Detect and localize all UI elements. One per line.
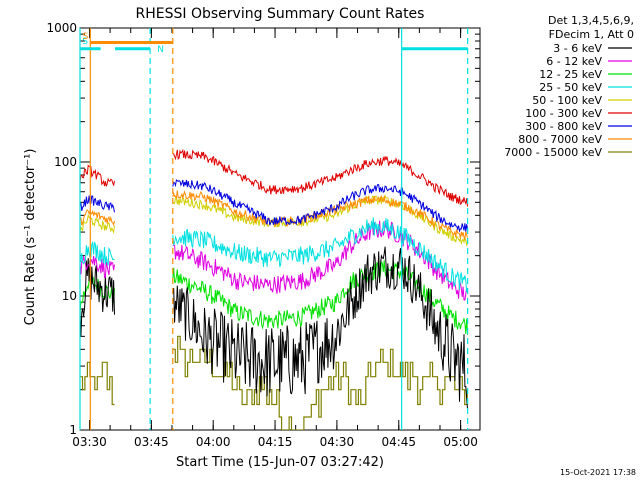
flag-label-2: S bbox=[83, 32, 89, 42]
series-group bbox=[80, 148, 469, 430]
legend-label-4: 25 - 50 keV bbox=[539, 81, 602, 94]
legend-label-2: 6 - 12 keV bbox=[546, 55, 602, 68]
series-line-6-segment-2 bbox=[172, 148, 469, 207]
series-line-2-segment-1 bbox=[80, 255, 115, 279]
legend-label-6: 100 - 300 keV bbox=[525, 107, 602, 120]
legend-header-line-2: FDecim 1, Att 0 bbox=[549, 28, 634, 41]
y-tick-label: 1000 bbox=[46, 21, 77, 35]
legend-label-1: 3 - 6 keV bbox=[553, 42, 602, 55]
series-line-8-segment-2 bbox=[172, 190, 469, 241]
series-line-7-segment-1 bbox=[80, 195, 115, 213]
legend-label-3: 12 - 25 keV bbox=[539, 68, 602, 81]
series-line-1-segment-1 bbox=[80, 258, 115, 337]
x-axis-label: Start Time (15-Jun-07 03:27:42) bbox=[176, 455, 384, 470]
x-tick-label: 03:45 bbox=[134, 435, 169, 449]
x-tick-label: 04:30 bbox=[320, 435, 355, 449]
x-tick-label: 03:30 bbox=[72, 435, 107, 449]
y-tick-label: 10 bbox=[62, 289, 77, 303]
series-line-1-segment-2 bbox=[172, 246, 469, 411]
chart-title: RHESSI Observing Summary Count Rates bbox=[136, 6, 425, 22]
series-line-2-segment-2 bbox=[172, 220, 469, 301]
series-line-7-segment-2 bbox=[172, 179, 469, 233]
legend-header-line-1: Det 1,3,4,5,6,9, bbox=[548, 14, 634, 27]
x-tick-label: 04:15 bbox=[258, 435, 293, 449]
y-tick-label: 100 bbox=[54, 155, 77, 169]
plot-area: 1 10 100 1000 03:30 03:45 04:00 04:15 04:30 04:45… bbox=[46, 21, 481, 449]
legend: Det 1,3,4,5,6,9, FDecim 1, Att 0 3 - 6 k… bbox=[504, 14, 634, 159]
legend-label-5: 50 - 100 keV bbox=[532, 94, 602, 107]
series-line-8-segment-1 bbox=[80, 209, 115, 227]
x-tick-label: 04:00 bbox=[196, 435, 231, 449]
timestamp: 15-Oct-2021 17:38 bbox=[560, 468, 636, 477]
series-line-6-segment-1 bbox=[80, 164, 115, 187]
series-line-3-segment-2 bbox=[172, 260, 469, 335]
flag-label-1: S bbox=[82, 37, 88, 47]
series-line-5-segment-1 bbox=[80, 213, 115, 235]
x-tick-label: 05:00 bbox=[443, 435, 478, 449]
flag-label-3: N bbox=[157, 45, 164, 55]
legend-label-9: 7000 - 15000 keV bbox=[504, 146, 602, 159]
x-tick-label: 04:45 bbox=[381, 435, 416, 449]
series-line-4-segment-2 bbox=[172, 217, 469, 293]
y-axis-label: Count Rate (s⁻¹ detector⁻¹) bbox=[23, 149, 38, 326]
y-tick-label: 1 bbox=[69, 423, 77, 437]
legend-label-7: 300 - 800 keV bbox=[525, 120, 602, 133]
series-line-4-segment-1 bbox=[80, 241, 115, 266]
legend-label-8: 800 - 7000 keV bbox=[518, 133, 602, 146]
series-line-9-segment-1 bbox=[80, 361, 115, 406]
